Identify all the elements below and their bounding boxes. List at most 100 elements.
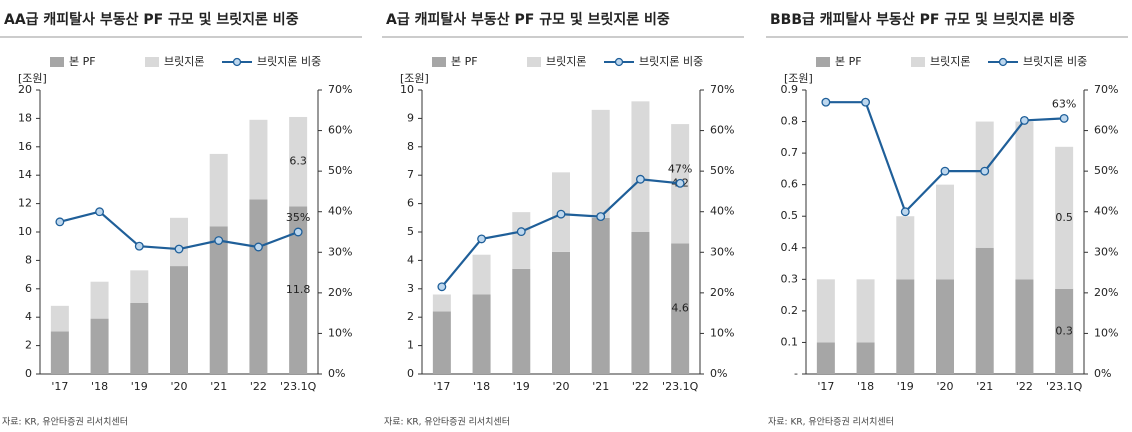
chart-title: BBB급 캐피탈사 부동산 PF 규모 및 브릿지론 비중 [770,11,1075,28]
y2-tick-label: 30% [710,245,734,258]
source-note: 자료: KR, 유안타증권 리서치센터 [768,416,894,428]
y-tick-label: 12 [18,197,32,210]
y2-tick-label: 10% [1094,326,1118,339]
y2-tick-label: 40% [328,205,352,218]
x-tick-label: '20 [552,380,569,393]
y-axis-label: [조원] [400,72,429,85]
value-label: 4.6 [671,302,689,315]
bar [896,216,915,280]
y-tick-label: 1 [407,339,414,352]
y-axis-label: [조원] [18,72,47,85]
y-tick-label: 16 [18,140,32,153]
y-tick-label: 0.2 [781,304,799,317]
legend-label: 본 PF [69,55,96,68]
y2-tick-label: 40% [710,205,734,218]
bar [631,101,650,232]
y-tick-label: 6 [25,282,32,295]
x-tick-label: '17 [433,380,450,393]
y-tick-label: 9 [407,111,414,124]
bar [170,217,188,267]
bar [289,206,308,374]
y2-tick-label: 50% [328,164,352,177]
y2-tick-label: 30% [328,245,352,258]
y2-tick-label: 20% [328,286,352,299]
line-marker [635,174,645,184]
y-tick-label: 8 [25,253,32,266]
x-tick-label: '22 [250,380,267,393]
line-marker [293,227,303,237]
y2-tick-label: 60% [328,124,352,137]
y-tick-label: 2 [25,339,32,352]
value-label: 63% [1052,97,1076,110]
legend-swatch [816,57,830,67]
legend-swatch [432,57,446,67]
value-label: 0.3 [1055,324,1073,337]
line-marker [95,207,105,217]
y2-tick-label: 40% [1094,205,1118,218]
line-marker [900,207,910,217]
x-tick-label: '19 [131,380,148,393]
x-tick-label: '20 [170,380,187,393]
y-tick-label: 6 [407,197,414,210]
legend-label: 브릿지론 [930,55,970,68]
y-tick-label: 0 [25,367,32,380]
legend-swatch [911,57,925,67]
bar [1015,279,1034,374]
bar [50,305,69,332]
bar [472,294,491,374]
y-tick-label: 0.1 [781,335,799,348]
y2-tick-label: 70% [328,83,352,96]
x-tick-label: '22 [1016,380,1033,393]
bar [1055,146,1074,289]
line-marker [596,212,606,222]
x-tick-label: '21 [592,380,609,393]
x-tick-label: '18 [473,380,490,393]
line-marker [1059,113,1069,123]
bar [816,342,835,374]
y-tick-label: 4 [25,310,32,323]
legend-label: 본 PF [451,55,478,68]
legend-label: 브릿지론 비중 [639,55,703,68]
line-marker [861,97,871,107]
legend-marker [614,57,624,67]
chart: BBB급 캐피탈사 부동산 PF 규모 및 브릿지론 비중 [조원] 본 PF 브릿지… [766,11,1128,428]
value-label: 11.8 [286,283,311,296]
x-tick-label: '19 [897,380,914,393]
x-tick-label: '21 [210,380,227,393]
x-tick-label: '21 [976,380,993,393]
line-marker [556,209,566,219]
bar [512,268,531,374]
x-tick-label: '23.1Q [662,380,699,393]
bar [936,184,954,280]
legend-swatch [50,57,64,67]
x-tick-label: '23.1Q [280,380,317,393]
bar [289,116,308,207]
bar [591,217,610,374]
bar [90,318,109,374]
legend-marker [232,57,242,67]
bar [552,251,570,374]
y2-tick-label: 60% [1094,124,1118,137]
x-tick-label: '20 [936,380,953,393]
bar [816,279,835,343]
y-axis-label: [조원] [784,72,813,85]
chart-title: A급 캐피탈사 부동산 PF 규모 및 브릿지론 비중 [386,11,670,28]
y2-tick-label: 70% [710,83,734,96]
bar [631,232,650,374]
line-marker [940,166,950,176]
legend-label: 브릿지론 비중 [257,55,321,68]
bar [170,266,188,374]
value-label: 47% [668,162,692,175]
bar [249,199,268,374]
y-tick-label: 0 [407,367,414,380]
bar [975,247,994,374]
line-marker [821,97,831,107]
y2-tick-label: 60% [710,124,734,137]
x-tick-label: '17 [51,380,68,393]
y-tick-label: 0.9 [781,83,799,96]
x-tick-label: '22 [632,380,649,393]
y2-tick-label: 0% [1094,367,1111,380]
line-marker [55,217,65,227]
x-tick-label: '18 [91,380,108,393]
bar [209,226,228,374]
